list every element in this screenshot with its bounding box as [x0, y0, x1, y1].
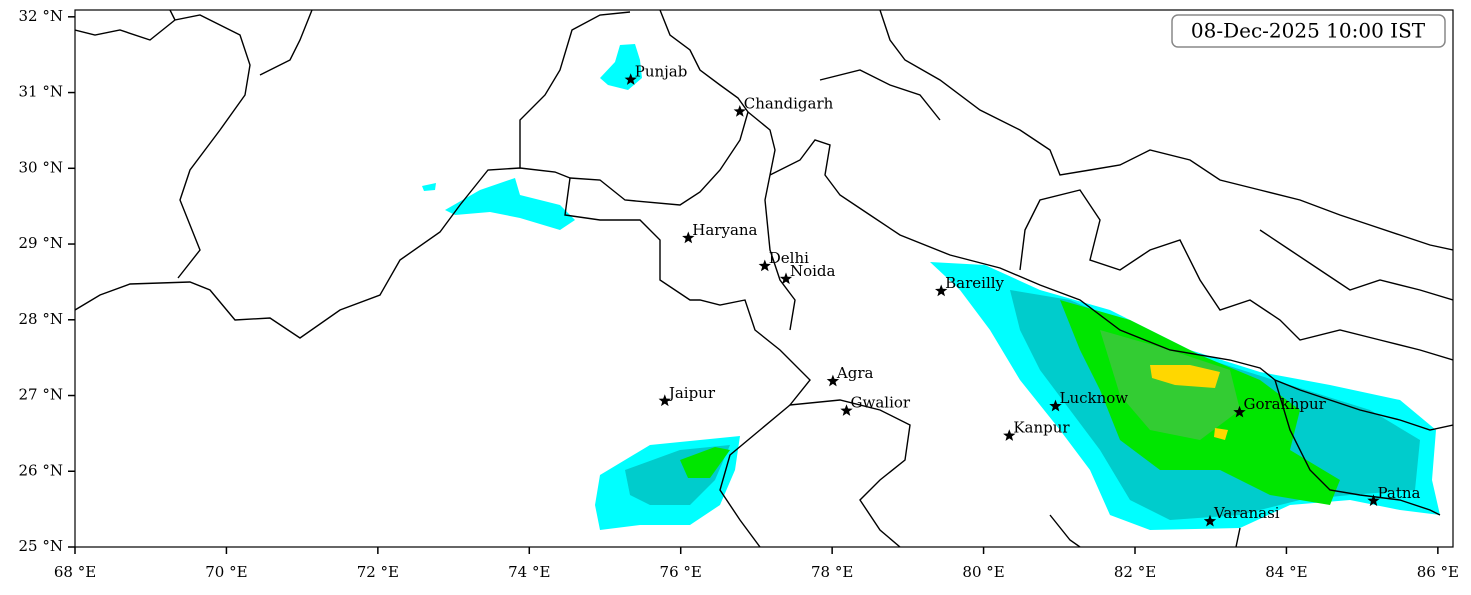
city-label: Jaipur: [667, 384, 716, 402]
x-tick-label: 72 °E: [357, 563, 399, 581]
x-tick-label: 82 °E: [1114, 563, 1156, 581]
y-tick-label: 30 °N: [19, 158, 63, 176]
x-tick-label: 74 °E: [508, 563, 550, 581]
city-label: Agra: [836, 364, 874, 382]
city-marker: [840, 404, 853, 416]
x-tick-label: 78 °E: [811, 563, 853, 581]
city-marker: [779, 272, 793, 285]
y-tick-label: 25 °N: [19, 537, 63, 555]
annotation-box: 08-Dec-2025 10:00 IST: [1171, 14, 1446, 48]
city-label: Delhi: [769, 249, 809, 267]
map-layers: [75, 10, 1453, 547]
city-marker: [1049, 399, 1062, 412]
y-tick-label: 28 °N: [19, 310, 63, 328]
y-tick-label: 29 °N: [19, 234, 63, 252]
x-tick-label: 70 °E: [205, 563, 247, 581]
city-label: Kanpur: [1013, 419, 1070, 437]
city-label: Noida: [790, 262, 836, 280]
rain-shading: [422, 44, 1440, 530]
city-label: Bareilly: [945, 274, 1004, 292]
x-tick-label: 80 °E: [962, 563, 1004, 581]
city-marker: [826, 374, 840, 387]
city-marker: [1367, 494, 1380, 507]
city-label: Varanasi: [1213, 504, 1280, 522]
y-tick-label: 27 °N: [19, 386, 63, 404]
city-marker: [1203, 514, 1217, 527]
city-marker: [758, 259, 771, 272]
city-label: Patna: [1378, 484, 1421, 502]
city-marker: [1003, 429, 1016, 441]
timestamp: 08-Dec-2025 10:00 IST: [1191, 19, 1426, 43]
x-tick-label: 76 °E: [660, 563, 702, 581]
y-tick-label: 32 °N: [19, 7, 63, 25]
y-tick-label: 31 °N: [19, 83, 63, 101]
city-marker: [624, 73, 637, 85]
city-label: Gorakhpur: [1243, 395, 1326, 413]
boundaries: [75, 10, 1453, 547]
y-tick-label: 26 °N: [19, 461, 63, 479]
city-marker: [658, 394, 671, 407]
city-marker: [1233, 405, 1246, 418]
city-label: Haryana: [692, 221, 757, 239]
x-tick-label: 68 °E: [54, 563, 96, 581]
annotation-frame: [1171, 14, 1446, 48]
x-tick-label: 84 °E: [1265, 563, 1307, 581]
city-label: Gwalior: [851, 394, 911, 412]
x-tick-label: 86 °E: [1417, 563, 1459, 581]
city-marker: [733, 105, 746, 117]
city-marker: [935, 284, 948, 297]
city-marker: [682, 231, 695, 244]
plot-frame: [74, 9, 1454, 548]
city-label: Punjab: [635, 63, 688, 81]
city-label: Lucknow: [1060, 389, 1129, 407]
city-label: Chandigarh: [744, 94, 834, 112]
